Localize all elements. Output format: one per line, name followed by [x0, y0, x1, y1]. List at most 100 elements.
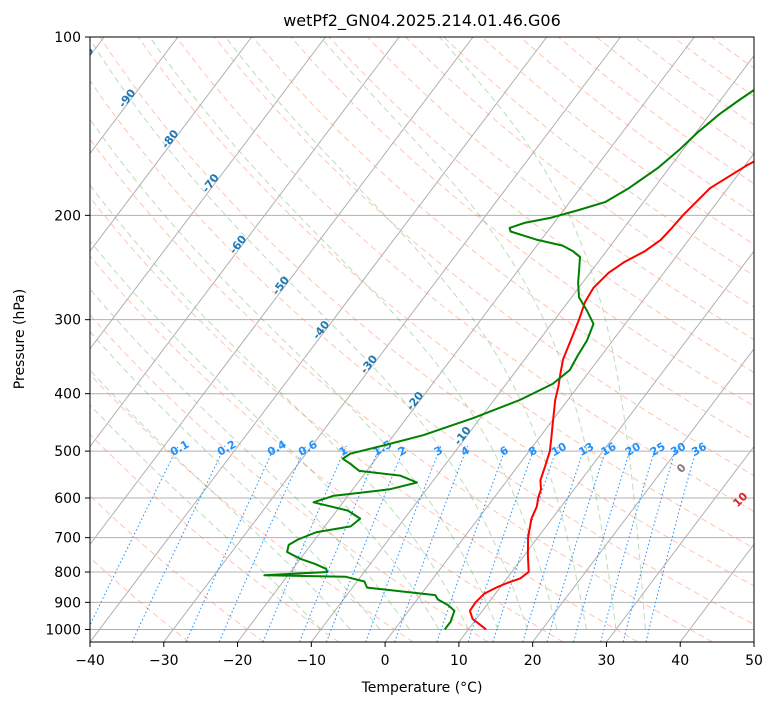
x-tick-label: −20	[223, 653, 253, 669]
y-axis-label: Pressure (hPa)	[12, 289, 28, 389]
isotherm-label: -80	[159, 127, 182, 151]
y-tick-label: 100	[54, 30, 81, 46]
x-tick-label: 0	[381, 653, 390, 669]
mixing-ratio-label: 0.2	[215, 438, 238, 459]
mixing-ratio-line	[546, 445, 608, 642]
isotherm-line	[753, 641, 754, 642]
isotherm-label: -50	[270, 274, 293, 298]
mixing-ratio-line	[131, 445, 226, 642]
moist-adiabat-line	[90, 118, 499, 630]
dry-adiabat-line	[90, 196, 639, 642]
isotherm-line	[90, 37, 179, 155]
plot-frame	[89, 36, 755, 643]
x-tick-label: 30	[598, 653, 616, 669]
temperature-line	[468, 160, 754, 631]
x-tick-label: −30	[149, 653, 179, 669]
x-tick-label: 50	[745, 653, 763, 669]
moist-adiabat-line	[90, 240, 440, 630]
dry-adiabat-line	[90, 494, 265, 642]
moist-adiabat-line	[149, 37, 558, 630]
isotherm-line	[90, 37, 400, 448]
mixing-ratio-label: 30	[668, 440, 688, 459]
y-tick-label: 800	[54, 565, 81, 581]
y-tick-label: 700	[54, 531, 81, 547]
mixing-ratio-line	[365, 445, 442, 642]
dry-adiabat-line	[214, 37, 754, 477]
isotherm-line	[237, 37, 695, 642]
mixing-ratio-line	[218, 445, 307, 642]
dry-adiabat-line	[252, 37, 754, 442]
mixing-ratio-label: 20	[623, 440, 643, 459]
moist-adiabat-line	[90, 38, 528, 630]
dry-adiabat-line	[710, 37, 754, 69]
isotherm-label: -10	[451, 424, 474, 448]
isotherm-label: -20	[404, 389, 427, 413]
dry-adiabat-line	[557, 37, 754, 185]
isotherm-line	[90, 37, 474, 546]
isotherm-line	[606, 445, 754, 642]
dry-adiabat-line	[90, 373, 414, 642]
isotherm-label: -100	[69, 44, 96, 74]
isotherm-line	[532, 348, 754, 642]
mixing-ratio-line	[90, 445, 179, 627]
y-tick-label: 200	[54, 208, 81, 224]
wet-bulb-label: 10	[730, 490, 750, 510]
dry-adiabat-line	[481, 37, 754, 246]
mixing-ratio-line	[394, 445, 469, 642]
series-layer	[263, 88, 754, 631]
mixing-ratio-label: 36	[689, 440, 709, 459]
mixing-ratio-line	[436, 445, 507, 642]
dry-adiabat-line	[90, 138, 713, 642]
moist-adiabat-line	[438, 37, 646, 630]
dewpoint-line	[263, 88, 754, 631]
dry-adiabat-line	[99, 37, 754, 587]
mixing-ratio-label: 13	[577, 440, 597, 459]
mixing-ratio-line	[467, 445, 536, 642]
mixing-ratio-line	[185, 445, 276, 642]
x-tick-label: 20	[524, 653, 542, 669]
mixing-ratio-line	[573, 445, 632, 642]
isotherm-line	[90, 37, 326, 350]
x-axis-label: Temperature (°C)	[361, 680, 483, 696]
background-labels: 0.1 0.2 0.4 0.6 1 1.5 2 3 4 6 8 10 13 16 20 25 30 36-100-…	[69, 44, 751, 510]
x-tick-label: −10	[297, 653, 327, 669]
isotherm-line	[163, 37, 621, 642]
isotherm-line	[90, 37, 253, 252]
isotherm-line	[679, 543, 754, 642]
dry-adiabat-line	[90, 433, 339, 642]
y-tick-label: 600	[54, 491, 81, 507]
moist-adiabat-line	[225, 37, 587, 630]
isotherm-label: -60	[227, 233, 250, 257]
y-tick-label: 500	[54, 444, 81, 460]
mixing-ratio-label: 0.4	[265, 438, 289, 459]
dry-adiabat-line	[90, 556, 190, 642]
mixing-ratio-line	[622, 445, 677, 642]
wet-bulb-label: 0	[674, 461, 689, 476]
dry-adiabat-line	[90, 79, 754, 625]
x-tick-label: 10	[450, 653, 468, 669]
y-tick-label: 400	[54, 387, 81, 403]
x-tick-label: −40	[75, 653, 105, 669]
dry-adiabat-line	[405, 37, 754, 308]
y-tick-label: 300	[54, 313, 81, 329]
chart-title: wetPf2_GN04.2025.214.01.46.G06	[283, 11, 561, 31]
mixing-ratio-line	[645, 445, 698, 642]
mixing-ratio-label: 10	[549, 440, 569, 459]
y-tick-label: 1000	[45, 622, 81, 638]
isotherm-line	[90, 37, 548, 642]
x-axis: −40 −30 −20 −10 0 10 20 30 40 50	[75, 642, 763, 669]
moist-adiabat-line	[90, 288, 410, 630]
x-tick-label: 40	[671, 653, 689, 669]
dry-adiabat-line	[137, 37, 754, 549]
isotherm-line	[458, 250, 754, 642]
background-lines	[90, 37, 754, 642]
isotherm-line	[384, 152, 754, 642]
y-axis: 1000 900 800 700 600 500 400 300 200 100	[45, 30, 90, 638]
dry-adiabat-line	[443, 37, 754, 277]
mixing-ratio-label: 25	[648, 440, 668, 459]
isotherm-label: -30	[358, 352, 381, 376]
mixing-ratio-line	[600, 445, 657, 642]
dry-adiabat-line	[175, 37, 754, 513]
mixing-ratio-label: 16	[599, 440, 619, 459]
